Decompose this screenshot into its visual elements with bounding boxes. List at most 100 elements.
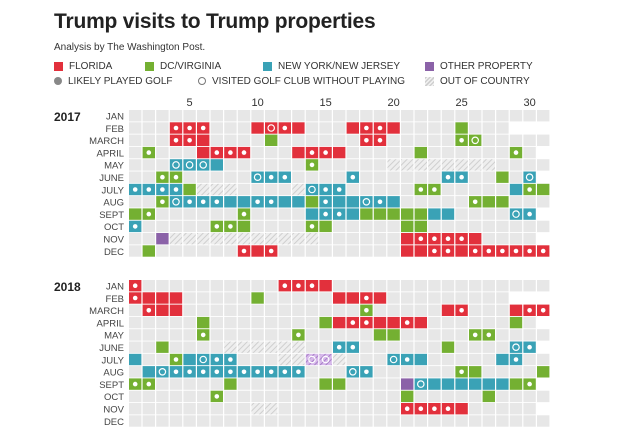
calendar-cell-empty xyxy=(278,415,291,427)
month-label: JUNE xyxy=(99,173,124,184)
golf-dot-marker xyxy=(228,369,233,375)
calendar-cell-dc-virginia xyxy=(129,208,142,220)
calendar-cell-out-of-country xyxy=(237,341,251,353)
calendar-cell-empty xyxy=(251,390,264,403)
calendar-cell-new-york-new-jersey xyxy=(129,353,142,366)
calendar-cell-invalid xyxy=(523,292,536,304)
calendar-cell-empty xyxy=(414,196,427,208)
calendar-cell-empty xyxy=(292,292,305,304)
calendar-cell-empty xyxy=(197,390,210,403)
calendar-cell-invalid xyxy=(537,378,550,390)
calendar-cell-empty xyxy=(333,233,346,245)
calendar-cell-out-of-country xyxy=(169,233,183,245)
calendar-cell-empty xyxy=(237,171,251,183)
golf-dot-marker xyxy=(146,187,152,192)
calendar-cell-empty xyxy=(183,316,196,329)
calendar-cell-empty xyxy=(387,415,400,427)
calendar-cell-empty xyxy=(360,280,373,292)
calendar-cell-empty xyxy=(333,415,346,427)
calendar-cell-empty xyxy=(142,415,155,427)
calendar-cell-empty xyxy=(129,390,142,403)
golf-dot-marker xyxy=(268,174,274,180)
chart-subtitle: Analysis by The Washington Post. xyxy=(54,42,206,53)
calendar-cell-new-york-new-jersey xyxy=(496,353,509,366)
calendar-cell-empty xyxy=(482,280,495,292)
calendar-cell-florida xyxy=(319,280,332,292)
calendar-cell-empty xyxy=(360,415,373,427)
calendar-cell-dc-virginia xyxy=(387,208,400,220)
calendar-cell-new-york-new-jersey xyxy=(251,171,264,183)
golf-dot-marker xyxy=(472,332,478,338)
calendar-cell-new-york-new-jersey xyxy=(305,183,319,196)
calendar-cell-empty xyxy=(224,280,237,292)
calendar-cell-new-york-new-jersey xyxy=(387,353,400,366)
golf-dot-marker xyxy=(432,236,437,241)
calendar-cell-empty xyxy=(428,196,441,208)
calendar-cell-empty xyxy=(523,390,536,403)
calendar-cell-empty xyxy=(360,183,373,196)
calendar-cell-empty xyxy=(346,183,359,196)
calendar-cell-empty xyxy=(509,110,523,122)
calendar-cell-empty xyxy=(428,122,441,134)
calendar-cell-empty xyxy=(346,110,359,122)
calendar-cell-empty xyxy=(197,378,210,390)
calendar-cell-empty xyxy=(482,134,495,146)
calendar-cell-empty xyxy=(278,110,291,122)
calendar-cell-empty xyxy=(224,390,237,403)
calendar-cell-empty xyxy=(129,146,142,159)
golf-dot-icon xyxy=(54,77,62,85)
calendar-cell-empty xyxy=(441,146,455,159)
calendar-cell-empty xyxy=(251,134,264,146)
golf-dot-marker xyxy=(445,236,451,241)
calendar-cell-empty xyxy=(373,304,387,316)
calendar-cell-empty xyxy=(537,220,550,233)
calendar-cell-empty xyxy=(142,122,155,134)
golf-dot-marker xyxy=(309,224,315,229)
golf-dot-marker xyxy=(268,369,274,375)
calendar-cell-dc-virginia xyxy=(482,196,495,208)
calendar-cell-out-of-country xyxy=(414,159,427,171)
legend-dc-virginia-label: DC/VIRGINIA xyxy=(160,60,222,72)
calendar-cell-empty xyxy=(224,245,237,257)
calendar-cell-empty xyxy=(305,329,319,341)
golf-dot-marker xyxy=(214,150,220,155)
calendar-cell-empty xyxy=(482,146,495,159)
calendar-cell-empty xyxy=(469,304,482,316)
calendar-cell-empty xyxy=(428,390,441,403)
calendar-cell-empty xyxy=(292,134,305,146)
calendar-cell-empty xyxy=(496,415,509,427)
calendar-cell-invalid xyxy=(537,171,550,183)
golf-dot-marker xyxy=(445,248,451,254)
calendar-cell-empty xyxy=(537,280,550,292)
calendar-cell-invalid xyxy=(537,292,550,304)
calendar-cell-empty xyxy=(373,353,387,366)
calendar-cell-empty xyxy=(183,220,196,233)
golf-dot-marker xyxy=(268,248,274,254)
calendar-cell-empty xyxy=(224,415,237,427)
calendar-cell-empty xyxy=(469,220,482,233)
golf-dot-marker xyxy=(459,308,464,313)
calendar-cell-empty xyxy=(129,329,142,341)
calendar-cell-empty xyxy=(523,316,536,329)
calendar-cell-out-of-country xyxy=(278,233,291,245)
calendar-cell-empty xyxy=(387,341,400,353)
calendar-cell-empty xyxy=(156,390,169,403)
legend-dc-virginia-swatch xyxy=(145,61,154,71)
calendar-cell-empty xyxy=(523,233,536,245)
calendar-cell-dc-virginia xyxy=(414,220,427,233)
calendar-cell-florida xyxy=(373,316,387,329)
calendar-cell-florida xyxy=(169,292,183,304)
calendar-cell-new-york-new-jersey xyxy=(210,159,223,171)
calendar-cell-empty xyxy=(197,292,210,304)
calendar-cell-empty xyxy=(509,171,523,183)
calendar-cell-empty xyxy=(360,220,373,233)
calendar-cell-empty xyxy=(414,110,427,122)
calendar-cell-empty xyxy=(278,183,291,196)
calendar-cell-empty xyxy=(210,378,223,390)
calendar-cell-new-york-new-jersey xyxy=(197,159,210,171)
calendar-cell-empty xyxy=(387,110,400,122)
year-label: 2017 xyxy=(54,110,81,124)
calendar-cell-empty xyxy=(537,196,550,208)
calendar-cell-empty xyxy=(346,329,359,341)
calendar-cell-florida xyxy=(414,316,427,329)
